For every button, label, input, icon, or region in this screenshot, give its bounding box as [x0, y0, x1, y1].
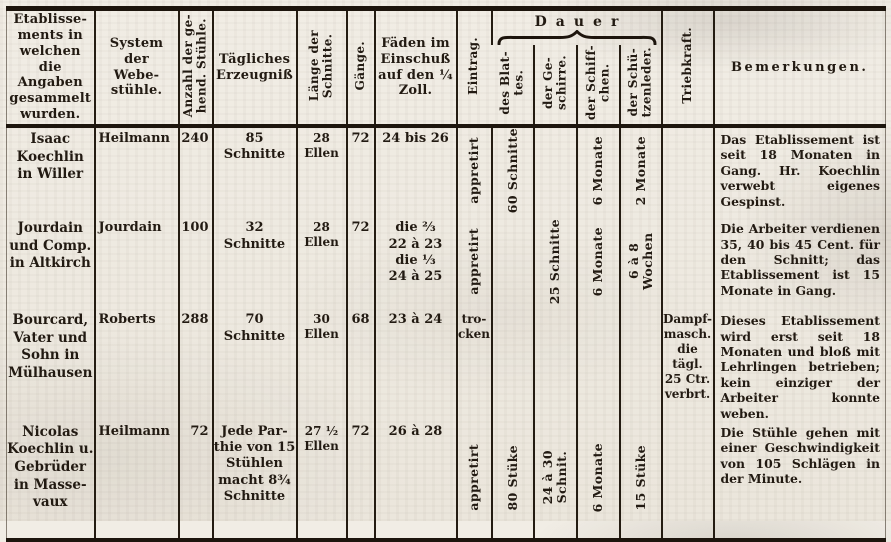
cell-triebkraft: Dampf- masch. die tägl. 25 Ctr. verbrt. — [660, 309, 714, 421]
cell-eintrag: appretirt — [455, 420, 492, 540]
cell-triebkraft — [660, 420, 714, 540]
statistics-table: Etablisse- ments in welchen die Angaben … — [6, 6, 886, 542]
cell-erzeugnis: 85 Schnitte — [211, 126, 297, 218]
cell-bemerkungen: Das Etablissement ist seit 18 Monaten in… — [712, 126, 886, 218]
cell-dauer-geschirre — [532, 126, 577, 218]
cell-dauer-schiffchen: 6 Monate — [575, 420, 620, 540]
table-row-jourdain: Jourdain und Comp. in Altkirch Jourdain … — [7, 217, 886, 310]
header-dauer-group: Dauer — [490, 8, 662, 45]
table-row-isaac-koechlin: Isaac Koechlin in Willer Heilmann 240 85… — [7, 126, 886, 218]
cell-gaenge: 72 — [345, 420, 375, 540]
cell-dauer-schiffchen: 6 Monate — [575, 217, 620, 310]
cell-erzeugnis: 32 Schnitte — [211, 217, 297, 310]
cell-system: Heilmann — [93, 126, 179, 218]
header-dauer-geschirre: der Ge- schirre. — [532, 45, 577, 129]
cell-dauer-geschirre — [532, 309, 577, 421]
header-laenge-schnitte: Länge der Schnitte. — [295, 8, 347, 129]
cell-faeden: 23 à 24 — [373, 309, 457, 421]
cell-dauer-schuetzenleder: 15 Stüke — [618, 420, 662, 540]
table-row-nicolas-koechlin: Nicolas Koechlin u. Gebrüder in Masse- v… — [7, 420, 886, 540]
dauer-brace-icon — [497, 30, 656, 45]
header-anzahl-stuehle: Anzahl der ge- hend. Stühle. — [177, 8, 213, 129]
header-taegliches-erzeugnis: Tägliches Erzeugniß — [211, 8, 297, 129]
cell-dauer-blatt: 60 Schnitte — [490, 126, 534, 218]
cell-faeden: 26 à 28 — [373, 420, 457, 540]
cell-eintrag: appretirt — [455, 126, 492, 218]
header-etablissements: Etablisse- ments in welchen die Angaben … — [6, 8, 95, 129]
cell-eintrag: tro- cken — [455, 309, 492, 421]
header-dauer-schiffchen: der Schiff- chen. — [575, 45, 620, 129]
cell-bemerkungen: Die Arbeiter verdienen 35, 40 bis 45 Cen… — [712, 217, 886, 310]
cell-dauer-schiffchen: 6 Monate — [575, 126, 620, 218]
cell-laenge: 27 ½ Ellen — [295, 420, 347, 540]
cell-gaenge: 72 — [345, 126, 375, 218]
cell-gaenge: 72 — [345, 217, 375, 310]
cell-faeden: die ⅔ 22 à 23 die ⅓ 24 à 25 — [373, 217, 457, 310]
cell-gaenge: 68 — [345, 309, 375, 421]
cell-faeden: 24 bis 26 — [373, 126, 457, 218]
cell-anzahl: 100 — [177, 217, 213, 310]
cell-erzeugnis: 70 Schnitte — [211, 309, 297, 421]
cell-dauer-blatt: 80 Stüke — [490, 420, 534, 540]
header-dauer-schuetzenleder: der Schü- tzenleder. — [618, 45, 662, 129]
header-eintrag: Eintrag. — [455, 8, 492, 129]
cell-bemerkungen: Die Stühle gehen mit einer Geschwindigke… — [712, 420, 886, 540]
table-row-bourcard: Bourcard, Vater und Sohn in Mülhausen Ro… — [7, 309, 886, 421]
cell-triebkraft — [660, 217, 714, 310]
cell-system: Jourdain — [93, 217, 179, 310]
header-system: System der Webe- stühle. — [93, 8, 179, 129]
cell-etablissement: Bourcard, Vater und Sohn in Mülhausen — [8, 312, 93, 381]
header-dauer-blattes: des Blat- tes. — [491, 45, 534, 129]
cell-dauer-schuetzenleder: 6 à 8 Wochen — [618, 217, 662, 310]
cell-dauer-schuetzenleder: 2 Monate — [618, 126, 662, 218]
cell-dauer-schuetzenleder — [618, 309, 662, 421]
cell-etablissement: Nicolas Koechlin u. Gebrüder in Masse- v… — [7, 423, 94, 511]
header-triebkraft: Triebkraft. — [660, 8, 714, 129]
cell-dauer-geschirre: 25 Schnitte — [532, 217, 577, 310]
cell-eintrag: appretirt — [455, 217, 492, 310]
dauer-label: Dauer — [534, 14, 628, 30]
header-faeden-einschuss: Fäden im Einschuß auf den ¼ Zoll. — [373, 8, 457, 129]
cell-dauer-blatt — [490, 309, 534, 421]
cell-dauer-geschirre: 24 à 30 Schnit. — [532, 420, 577, 540]
cell-bemerkungen: Dieses Etablissement wird erst seit 18 M… — [712, 309, 886, 421]
header-bemerkungen: Bemerkungen. — [712, 8, 886, 129]
cell-triebkraft — [660, 126, 714, 218]
cell-etablissement: Jourdain und Comp. in Altkirch — [9, 220, 92, 272]
cell-laenge: 30 Ellen — [295, 309, 347, 421]
cell-laenge: 28 Ellen — [295, 217, 347, 310]
header-gaenge: Gänge. — [345, 8, 375, 129]
cell-etablissement: Isaac Koechlin in Willer — [16, 131, 84, 183]
cell-anzahl: 288 — [177, 309, 213, 421]
cell-system: Roberts — [93, 309, 179, 421]
cell-dauer-schiffchen — [575, 309, 620, 421]
cell-dauer-blatt — [490, 217, 534, 310]
cell-erzeugnis: Jede Par- thie von 15 Stühlen macht 8¾ S… — [211, 420, 297, 540]
cell-anzahl: 72 — [177, 420, 213, 540]
cell-anzahl: 240 — [177, 126, 213, 218]
cell-system: Heilmann — [93, 420, 179, 540]
cell-laenge: 28 Ellen — [295, 126, 347, 218]
